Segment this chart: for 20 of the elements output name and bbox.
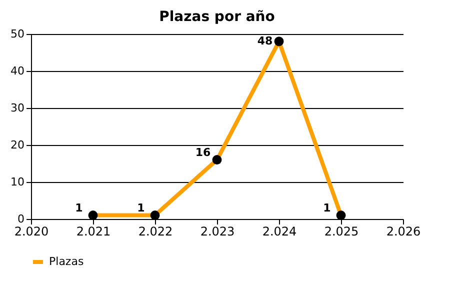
x-tick-label: 2.026: [386, 224, 421, 238]
chart-title: Plazas por año: [159, 9, 276, 25]
y-tick-label: 30: [10, 102, 24, 114]
data-label: 16: [195, 146, 211, 159]
y-tick-label: 20: [10, 138, 24, 152]
x-tick-label: 2.024: [262, 224, 297, 238]
x-tick-label: 2.023: [200, 224, 235, 238]
y-tick-label: 40: [10, 64, 24, 78]
y-tick-label: 0: [18, 212, 24, 226]
x-tick-label: 2.021: [76, 224, 111, 238]
data-label: 1: [137, 201, 145, 214]
data-label: 1: [323, 201, 331, 214]
x-tick-label: 2.020: [14, 224, 49, 238]
y-tick-label: 50: [10, 28, 24, 40]
data-label: 48: [257, 34, 273, 48]
x-tick-label: 2.025: [324, 224, 359, 238]
data-label: 1: [75, 201, 83, 214]
y-tick-label: 10: [10, 176, 24, 188]
legend-label: Plazas: [49, 255, 84, 268]
x-tick-label: 2.022: [138, 224, 173, 238]
